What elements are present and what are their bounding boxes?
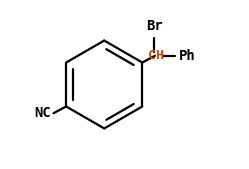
Text: Br: Br [146, 19, 163, 33]
Text: CH: CH [148, 49, 164, 62]
Text: Ph: Ph [179, 49, 195, 63]
Text: NC: NC [34, 106, 51, 120]
